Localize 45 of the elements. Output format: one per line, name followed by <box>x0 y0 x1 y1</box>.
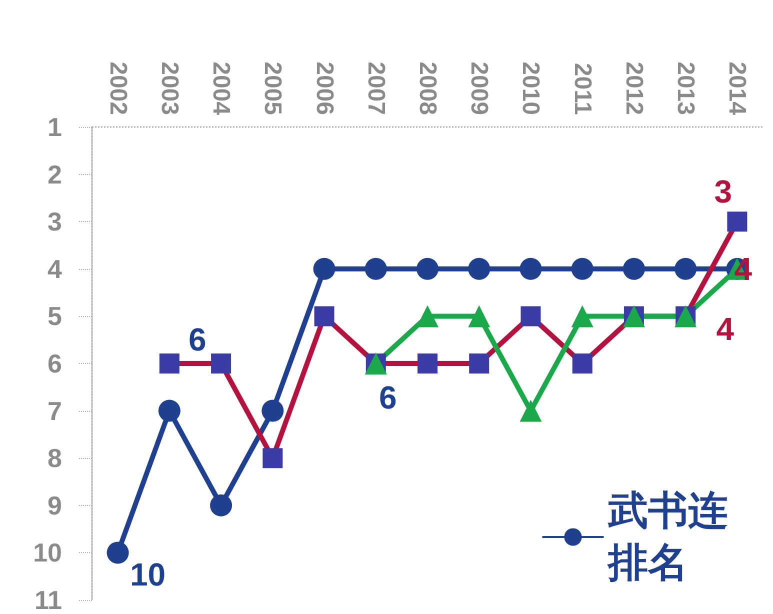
x-tick-label: 2012 <box>620 62 648 115</box>
x-tick-label: 2006 <box>310 62 338 115</box>
y-tick-label: 11 <box>34 585 62 614</box>
y-tick-label: 2 <box>48 159 62 190</box>
annotation: 6 <box>188 322 206 358</box>
x-tick-label: 2013 <box>672 62 700 115</box>
x-tick-label: 2010 <box>517 62 544 115</box>
y-tick-label: 8 <box>48 443 62 474</box>
point <box>416 258 438 280</box>
annotation: 6 <box>378 380 397 416</box>
point <box>622 258 645 280</box>
point <box>520 258 542 280</box>
x-tick-label: 2005 <box>259 62 286 115</box>
point <box>364 258 387 280</box>
point <box>106 542 129 564</box>
point <box>313 258 336 280</box>
x-tick-label: 2002 <box>104 62 132 115</box>
x-tick-label: 2003 <box>156 62 183 115</box>
point <box>520 400 542 422</box>
x-tick-label: 2014 <box>724 62 751 116</box>
legend-label: 武书连排名 <box>606 488 728 586</box>
point <box>158 400 180 422</box>
x-tick-label: 2007 <box>362 62 390 115</box>
y-tick-label: 4 <box>48 254 63 284</box>
point <box>210 494 232 516</box>
annotation: 3 <box>714 174 732 210</box>
y-tick-label: 1 <box>48 112 62 142</box>
point <box>468 305 490 328</box>
point <box>674 258 697 280</box>
x-tick-label: 2009 <box>466 62 493 115</box>
point <box>571 305 594 328</box>
y-tick-label: 9 <box>48 490 62 520</box>
point <box>262 400 284 422</box>
y-tick-label: 6 <box>48 348 62 378</box>
x-tick-label: 2011 <box>568 62 596 115</box>
x-tick-label: 2008 <box>414 62 441 115</box>
y-tick-label: 5 <box>48 301 62 332</box>
point <box>468 258 490 280</box>
x-tick-label: 2004 <box>208 62 235 116</box>
y-tick-label: 7 <box>48 396 62 426</box>
y-tick-label: 10 <box>33 538 62 568</box>
annotation: 4 <box>716 310 734 347</box>
annotation: 10 <box>130 556 166 593</box>
point <box>571 258 594 280</box>
y-tick-label: 3 <box>48 206 62 237</box>
